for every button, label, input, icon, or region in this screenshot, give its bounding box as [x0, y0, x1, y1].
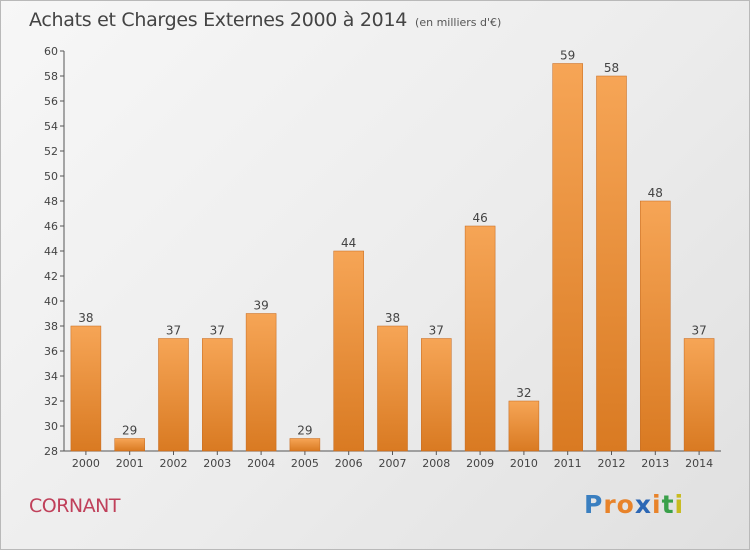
logo-letter: r	[603, 490, 617, 519]
bar-2006[interactable]	[333, 250, 364, 452]
bar-2000[interactable]	[70, 325, 102, 452]
bar-2014[interactable]	[683, 338, 715, 452]
y-tick-label: 60	[44, 45, 58, 58]
y-tick-label: 38	[44, 320, 58, 333]
value-label-2006: 44	[341, 236, 356, 250]
value-label-2009: 46	[472, 211, 487, 225]
bar-2008[interactable]	[421, 338, 452, 452]
value-label-2012: 58	[604, 61, 619, 75]
logo-letter: i	[674, 490, 685, 519]
logo-letter: t	[661, 490, 675, 519]
x-tick-label-2007: 2007	[379, 457, 407, 470]
x-tick-label-2003: 2003	[203, 457, 231, 470]
value-label-2003: 37	[210, 324, 225, 338]
bar-2005[interactable]	[289, 438, 321, 452]
x-tick-label-2014: 2014	[685, 457, 713, 470]
chart-title: Achats et Charges Externes 2000 à 2014 (e…	[29, 9, 501, 31]
bar-2002[interactable]	[158, 338, 189, 452]
y-tick-label: 52	[44, 145, 58, 158]
x-tick-label-2012: 2012	[598, 457, 626, 470]
commune-name: CORNANT	[29, 495, 120, 517]
bar-2004[interactable]	[245, 313, 277, 452]
y-tick-label: 30	[44, 420, 58, 433]
bar-2001[interactable]	[114, 438, 145, 452]
value-label-2000: 38	[78, 311, 93, 325]
y-tick-label: 40	[44, 295, 58, 308]
y-tick-label: 28	[44, 445, 58, 458]
y-tick-label: 42	[44, 270, 58, 283]
value-label-2013: 48	[648, 186, 663, 200]
y-tick-label: 44	[44, 245, 58, 258]
proxiti-logo[interactable]: Proxiti	[584, 490, 684, 519]
y-tick-label: 58	[44, 70, 58, 83]
bar-2010[interactable]	[508, 400, 540, 452]
bar-2003[interactable]	[202, 338, 233, 452]
value-label-2007: 38	[385, 311, 400, 325]
value-label-2010: 32	[516, 386, 531, 400]
bar-2011[interactable]	[552, 63, 583, 452]
x-tick-label-2009: 2009	[466, 457, 494, 470]
y-tick-label: 56	[44, 95, 58, 108]
logo-letter: P	[584, 490, 604, 519]
logo-letter: x	[634, 490, 652, 519]
y-tick-label: 54	[44, 120, 58, 133]
y-axis: 28 30 32 34 36 38 40 42 44 46 48 50 52 54 56 58 60	[44, 45, 65, 458]
chart-subtitle: (en milliers d'€)	[415, 16, 502, 29]
bar-2009[interactable]	[464, 225, 496, 452]
x-axis: 2000 2001 2002 2003 2004 2005 2006 2007 2008 2009…	[64, 450, 721, 470]
y-tick-label: 46	[44, 220, 58, 233]
logo-letter: i	[652, 490, 662, 519]
y-tick-label: 34	[44, 370, 58, 383]
x-tick-label-2000: 2000	[72, 457, 100, 470]
value-label-2001: 29	[122, 424, 137, 438]
logo-letter: o	[616, 490, 635, 519]
x-tick-label-2005: 2005	[291, 457, 319, 470]
x-tick-label-2008: 2008	[422, 457, 450, 470]
x-tick-label-2006: 2006	[335, 457, 363, 470]
value-label-2005: 29	[297, 424, 312, 438]
y-tick-label: 36	[44, 345, 58, 358]
bar-2012[interactable]	[596, 75, 627, 452]
bar-2013[interactable]	[640, 200, 671, 452]
value-label-2004: 39	[253, 299, 268, 313]
x-tick-label-2010: 2010	[510, 457, 538, 470]
x-tick-label-2002: 2002	[160, 457, 188, 470]
value-label-2008: 37	[429, 324, 444, 338]
y-tick-label: 32	[44, 395, 58, 408]
bars: 38 29 37 37 39 29 44 38 37 46 32 59 58 48 37	[70, 49, 715, 452]
x-tick-label-2011: 2011	[554, 457, 582, 470]
x-tick-label-2001: 2001	[116, 457, 144, 470]
value-label-2014: 37	[691, 324, 706, 338]
value-label-2011: 59	[560, 49, 575, 63]
chart-title-text: Achats et Charges Externes 2000 à 2014	[29, 9, 408, 31]
x-tick-label-2004: 2004	[247, 457, 275, 470]
value-label-2002: 37	[166, 324, 181, 338]
bar-2007[interactable]	[377, 325, 408, 452]
y-tick-label: 48	[44, 195, 58, 208]
y-tick-label: 50	[44, 170, 58, 183]
x-tick-label-2013: 2013	[641, 457, 669, 470]
